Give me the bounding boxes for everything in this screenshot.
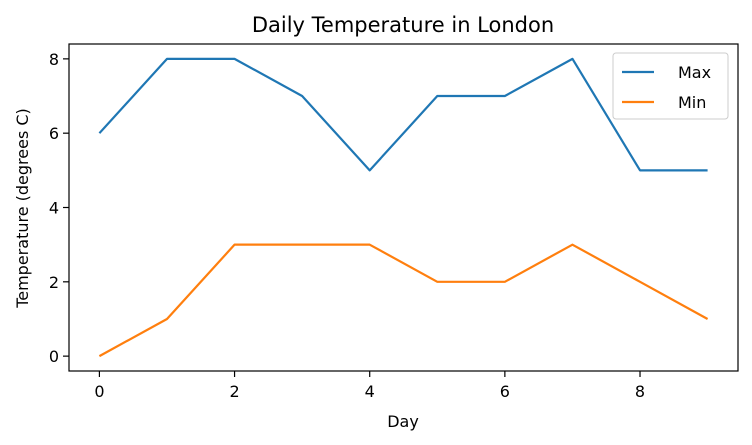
chart-title: Daily Temperature in London xyxy=(252,13,554,37)
plot-area: 0 2 4 6 8 0 2 4 6 8 xyxy=(49,43,739,401)
y-tick-label: 4 xyxy=(49,199,59,218)
y-tick-label: 6 xyxy=(49,124,59,143)
legend-label-min: Min xyxy=(678,93,706,112)
y-axis-label: Temperature (degrees C) xyxy=(13,108,32,309)
y-tick-label: 8 xyxy=(49,50,59,69)
legend-label-max: Max xyxy=(678,63,711,82)
series-lines xyxy=(98,57,709,358)
y-tick-label: 2 xyxy=(49,273,59,292)
y-tick-label: 0 xyxy=(49,347,59,366)
y-axis-ticks: 0 2 4 6 8 xyxy=(49,50,69,366)
x-tick-label: 0 xyxy=(94,382,104,401)
x-tick-label: 2 xyxy=(229,382,239,401)
series-line-min xyxy=(98,243,709,358)
legend: Max Min xyxy=(612,52,729,120)
x-axis-ticks: 0 2 4 6 8 xyxy=(94,371,645,401)
x-tick-label: 4 xyxy=(365,382,375,401)
x-axis-label: Day xyxy=(387,412,419,431)
x-tick-label: 8 xyxy=(635,382,645,401)
x-tick-label: 6 xyxy=(500,382,510,401)
series-line-max xyxy=(98,57,708,172)
